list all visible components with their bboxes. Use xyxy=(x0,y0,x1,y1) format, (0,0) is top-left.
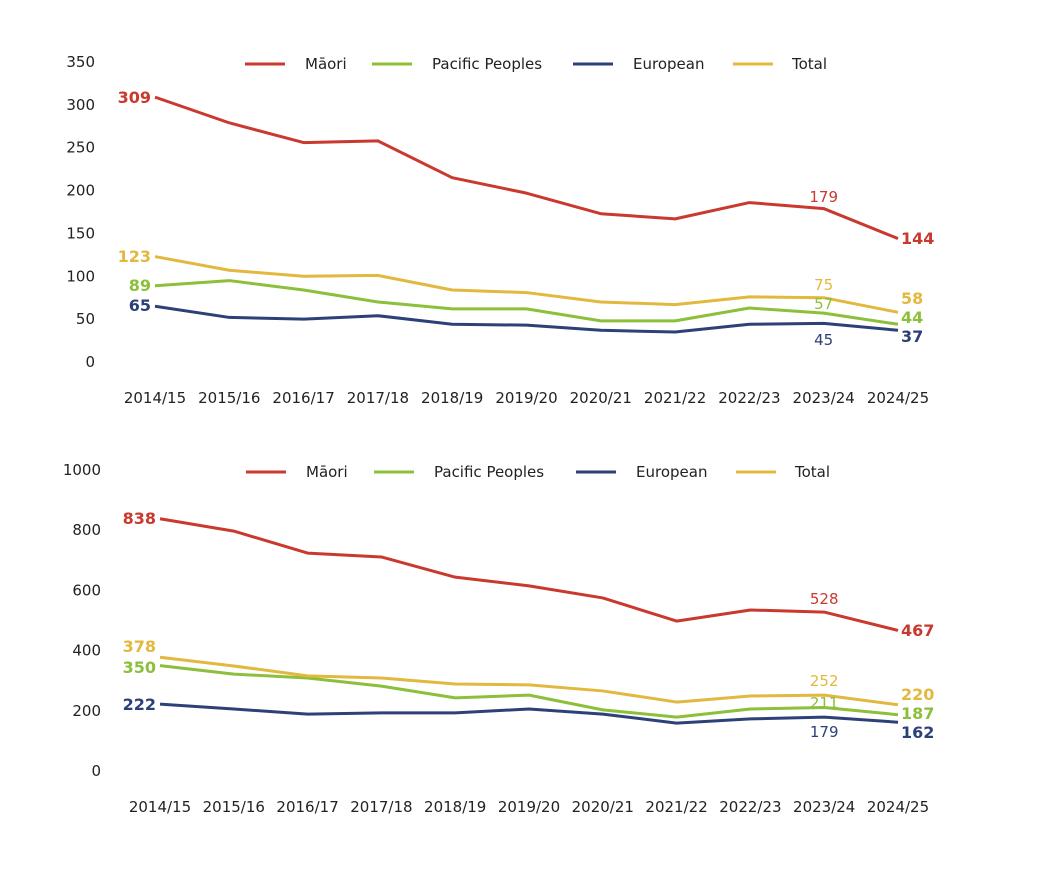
data-label-2023-24: 45 xyxy=(814,331,833,349)
data-label-end: 144 xyxy=(901,229,934,248)
legend-label: Māori xyxy=(306,463,348,481)
y-tick-label: 300 xyxy=(66,96,95,114)
data-label-end: 187 xyxy=(901,704,934,723)
y-tick-label: 0 xyxy=(91,762,101,780)
y-tick-label: 400 xyxy=(72,642,101,660)
line-chart-1: 0 50 100 150 200 250 300 350 2014/15 2015/16 2016/… xyxy=(66,53,934,407)
series-line-m-ori xyxy=(154,95,899,240)
data-label-end: 58 xyxy=(901,289,923,308)
data-label-end: 37 xyxy=(901,327,923,346)
y-tick-label: 800 xyxy=(72,521,101,539)
legend-label: Pacific Peoples xyxy=(434,463,544,481)
x-tick-label: 2016/17 xyxy=(272,389,334,407)
x-tick-label: 2019/20 xyxy=(495,389,557,407)
x-tick-label: 2024/25 xyxy=(867,389,929,407)
x-tick-label: 2021/22 xyxy=(644,389,706,407)
data-label-2023-24: 75 xyxy=(814,276,833,294)
x-tick-label: 2022/23 xyxy=(719,798,781,816)
data-label-start: 350 xyxy=(123,658,156,677)
legend-label: Māori xyxy=(305,55,347,73)
data-label-end: 44 xyxy=(901,308,923,327)
x-tick-label: 2021/22 xyxy=(645,798,707,816)
series-line-m-ori xyxy=(159,517,899,632)
legend-label: Total xyxy=(791,55,827,73)
data-label-2023-24: 528 xyxy=(810,590,839,608)
line-chart-2: 0 200 400 600 800 1000 2014/15 2015/16 2016/17 20… xyxy=(63,461,935,816)
y-tick-label: 1000 xyxy=(63,461,101,479)
data-label-2023-24: 211 xyxy=(810,694,839,712)
x-tick-label: 2015/16 xyxy=(198,389,260,407)
x-tick-label: 2017/18 xyxy=(347,389,409,407)
y-tick-label: 600 xyxy=(72,581,101,599)
x-tick-label: 2023/24 xyxy=(793,389,855,407)
y-tick-label: 0 xyxy=(85,353,95,371)
data-label-start: 309 xyxy=(118,88,151,107)
x-tick-label: 2015/16 xyxy=(203,798,265,816)
data-label-start: 65 xyxy=(129,296,151,315)
legend-label: European xyxy=(636,463,707,481)
y-tick-label: 50 xyxy=(76,310,95,328)
y-tick-label: 200 xyxy=(72,702,101,720)
x-tick-label: 2020/21 xyxy=(570,389,632,407)
data-label-start: 222 xyxy=(123,695,156,714)
x-tick-label: 2022/23 xyxy=(718,389,780,407)
x-tick-label: 2023/24 xyxy=(793,798,855,816)
y-tick-label: 100 xyxy=(66,267,95,285)
data-label-start: 89 xyxy=(129,276,151,295)
data-label-2023-24: 179 xyxy=(809,188,838,206)
data-label-end: 467 xyxy=(901,621,934,640)
y-tick-label: 200 xyxy=(66,182,95,200)
legend-label: Pacific Peoples xyxy=(432,55,542,73)
data-label-start: 838 xyxy=(123,509,156,528)
series-line-total xyxy=(159,655,899,707)
x-tick-label: 2018/19 xyxy=(421,389,483,407)
x-tick-label: 2019/20 xyxy=(498,798,560,816)
data-label-start: 378 xyxy=(123,637,156,656)
y-tick-label: 350 xyxy=(66,53,95,71)
x-tick-label: 2024/25 xyxy=(867,798,929,816)
y-tick-label: 250 xyxy=(66,139,95,157)
data-label-2023-24: 57 xyxy=(814,295,833,313)
data-label-end: 162 xyxy=(901,723,934,742)
data-label-2023-24: 252 xyxy=(810,672,839,690)
data-label-2023-24: 179 xyxy=(810,723,839,741)
x-tick-label: 2018/19 xyxy=(424,798,486,816)
legend: Māori Pacific Peoples European Total xyxy=(246,463,830,481)
x-tick-label: 2014/15 xyxy=(129,798,191,816)
data-label-end: 220 xyxy=(901,685,934,704)
legend: Māori Pacific Peoples European Total xyxy=(245,55,827,73)
x-tick-label: 2020/21 xyxy=(572,798,634,816)
legend-label: Total xyxy=(794,463,830,481)
y-tick-label: 150 xyxy=(66,224,95,242)
x-tick-label: 2016/17 xyxy=(276,798,338,816)
x-tick-label: 2014/15 xyxy=(124,389,186,407)
legend-label: European xyxy=(633,55,704,73)
data-label-start: 123 xyxy=(118,247,151,266)
x-tick-label: 2017/18 xyxy=(350,798,412,816)
